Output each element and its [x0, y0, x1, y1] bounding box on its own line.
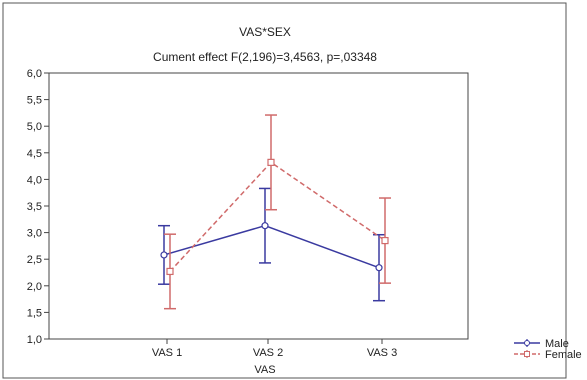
- y-tick-label: 4,5: [27, 148, 42, 160]
- data-point: [261, 222, 269, 230]
- series-male: [158, 187, 385, 302]
- data-point: [267, 158, 275, 166]
- y-tick-label: 4,0: [27, 174, 42, 186]
- series-female: [164, 114, 391, 310]
- y-axis: 1,0 1,5 2,0 2,5 3,0 3,5 4,0 4,5 5,0 5,5 6,0: [27, 68, 49, 346]
- y-tick-label: 6,0: [27, 68, 42, 80]
- legend-marker: [524, 340, 530, 346]
- chart-title: VAS*SEX: [239, 25, 291, 39]
- series-layer: [158, 114, 391, 310]
- y-tick-label: 2,5: [27, 254, 42, 266]
- x-tick-label: VAS 1: [152, 347, 182, 359]
- y-tick-label: 1,5: [27, 307, 42, 319]
- y-tick-label: 5,5: [27, 95, 42, 107]
- x-tick-label: VAS 2: [253, 347, 283, 359]
- legend-label: Female: [545, 349, 582, 361]
- data-point: [166, 267, 174, 276]
- chart-frame: [2, 2, 567, 379]
- chart-subtitle: Cument effect F(2,196)=3,4563, p=,03348: [153, 50, 377, 64]
- y-tick-label: 3,5: [27, 201, 42, 213]
- y-tick-label: 2,0: [27, 281, 42, 293]
- data-point: [160, 251, 168, 259]
- data-point: [381, 236, 389, 245]
- x-axis-label: VAS: [254, 364, 275, 376]
- y-tick-label: 5,0: [27, 121, 42, 133]
- x-axis: VAS 1 VAS 2 VAS 3: [152, 339, 397, 359]
- legend-item-female: Female: [514, 349, 582, 361]
- legend-marker: [524, 351, 530, 357]
- y-tick-label: 3,0: [27, 228, 42, 240]
- y-tick-label: 1,0: [27, 334, 42, 346]
- legend-item-male: Male: [514, 338, 569, 350]
- legend-label: Male: [545, 338, 569, 350]
- x-tick-label: VAS 3: [367, 347, 397, 359]
- data-point: [375, 264, 383, 272]
